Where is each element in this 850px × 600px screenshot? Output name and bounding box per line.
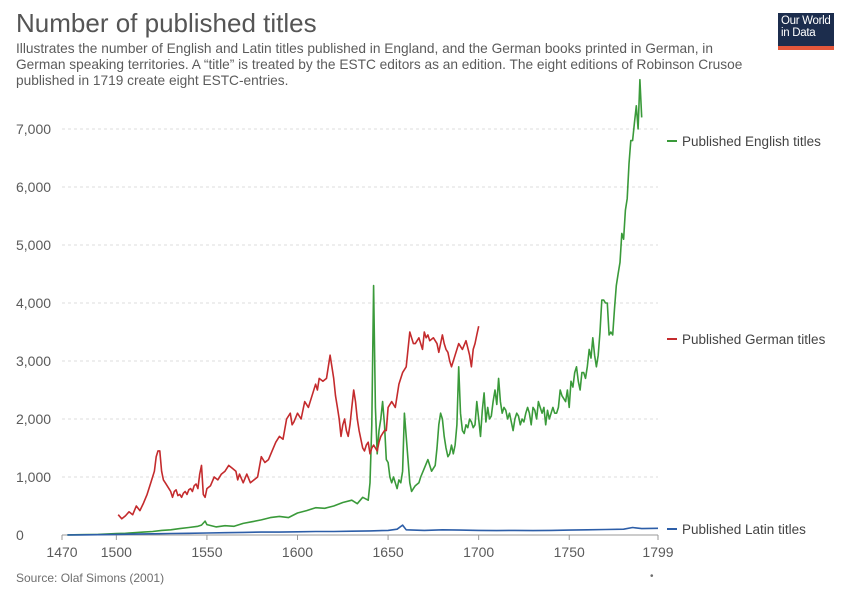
logo-accent-bar	[778, 46, 834, 50]
logo-line-1: Our World	[781, 15, 831, 27]
y-tick-label: 0	[16, 527, 24, 543]
x-tick-label: 1600	[282, 544, 313, 560]
x-tick-label: 1700	[463, 544, 494, 560]
y-tick-label: 2,000	[16, 411, 51, 427]
x-tick-label: 1799	[642, 544, 673, 560]
y-tick-label: 7,000	[16, 121, 51, 137]
footer-dot: •	[650, 571, 654, 582]
x-tick-label: 1550	[191, 544, 222, 560]
series-line-published-german-titles	[117, 326, 480, 520]
chart-subtitle: Illustrates the number of English and La…	[16, 41, 743, 88]
logo-line-2: in Data	[781, 27, 816, 39]
x-tick-label: 1750	[554, 544, 585, 560]
y-tick-label: 1,000	[16, 469, 51, 485]
y-tick-label: 4,000	[16, 295, 51, 311]
x-tick-label: 1500	[101, 544, 132, 560]
x-tick-label: 1470	[46, 544, 77, 560]
legend-label-published-german-titles: Published German titles	[682, 332, 826, 347]
series-line-published-latin-titles	[67, 524, 659, 536]
legend-label-published-english-titles: Published English titles	[682, 134, 821, 149]
owid-logo[interactable]: Our World in Data	[778, 13, 834, 50]
y-tick-label: 6,000	[16, 179, 51, 195]
chart-title: Number of published titles	[16, 8, 317, 38]
x-tick-label: 1650	[373, 544, 404, 560]
legend-label-published-latin-titles: Published Latin titles	[682, 522, 806, 537]
y-tick-label: 3,000	[16, 353, 51, 369]
y-tick-label: 5,000	[16, 237, 51, 253]
source-note[interactable]: Source: Olaf Simons (2001)	[16, 571, 165, 585]
series-line-published-english-titles	[67, 78, 643, 536]
